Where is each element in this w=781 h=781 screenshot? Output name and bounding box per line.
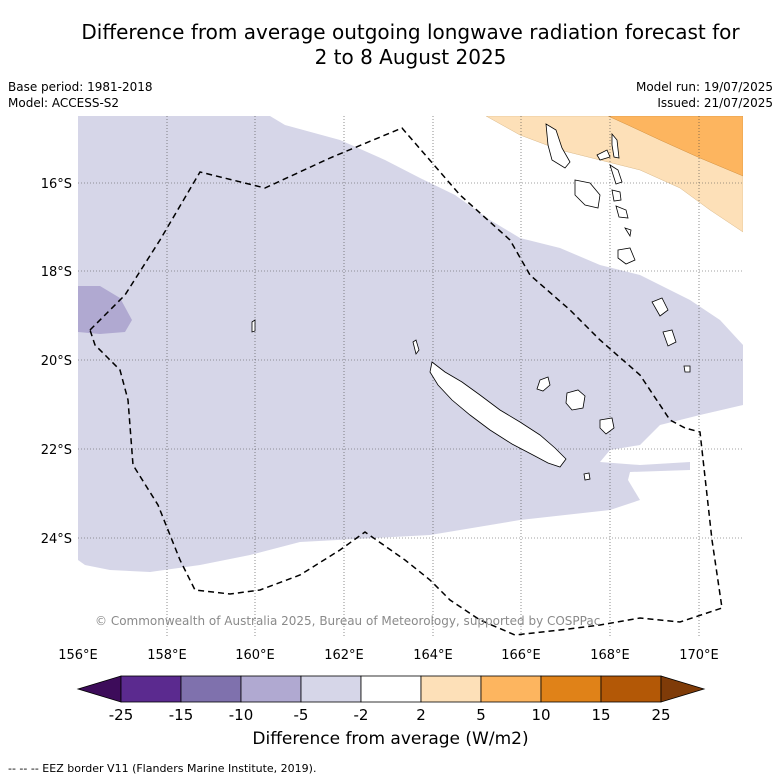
lat-tick-18s: 18°S — [41, 265, 72, 280]
lat-tick-20s: 20°S — [41, 354, 72, 369]
title-line-2: 2 to 8 August 2025 — [314, 45, 507, 69]
loyalty-island-1 — [536, 376, 551, 392]
lon-tick-168e: 168°E — [590, 648, 630, 663]
colorbar-tick: 15 — [591, 706, 610, 724]
belep-island — [412, 339, 420, 355]
lon-tick-158e: 158°E — [147, 648, 187, 663]
lon-tick-162e: 162°E — [324, 648, 364, 663]
colorbar-bin-8 — [540, 675, 602, 703]
eez-footnote: -- -- -- EEZ border V11 (Flanders Marine… — [8, 762, 317, 775]
chart-title: Difference from average outgoing longwav… — [0, 20, 781, 70]
base-period-text: Base period: 1981-2018 — [8, 80, 153, 94]
colorbar-bin-4 — [300, 675, 362, 703]
lat-tick-22s: 22°S — [41, 443, 72, 458]
info-left: Base period: 1981-2018 Model: ACCESS-S2 — [8, 79, 153, 111]
anomaly-region-light-negative — [78, 116, 743, 572]
lon-tick-166e: 166°E — [501, 648, 541, 663]
anomaly-region-positive — [607, 116, 743, 177]
eez-border — [89, 127, 723, 636]
info-right: Model run: 19/07/2025 Issued: 21/07/2025 — [636, 79, 773, 111]
copyright-text: © Commonwealth of Australia 2025, Bureau… — [95, 614, 600, 628]
latitude-ticks: 16°S 18°S 20°S 22°S 24°S — [41, 177, 72, 547]
lon-tick-160e: 160°E — [235, 648, 275, 663]
colorbar-bin-7 — [480, 675, 542, 703]
colorbar-tick: -10 — [229, 706, 254, 724]
colorbar-bin-3 — [240, 675, 302, 703]
lon-tick-170e: 170°E — [679, 648, 719, 663]
colorbar-tick: -15 — [169, 706, 194, 724]
colorbar-tick: 5 — [476, 706, 486, 724]
lat-tick-16s: 16°S — [41, 177, 72, 192]
eastern-islands — [651, 297, 691, 373]
colorbar-tick: 2 — [416, 706, 426, 724]
issued-text: Issued: 21/07/2025 — [657, 96, 773, 110]
colorbar-bin-9 — [600, 675, 662, 703]
colorbar-bin-6 — [420, 675, 482, 703]
loyalty-island-3 — [599, 417, 615, 435]
model-text: Model: ACCESS-S2 — [8, 96, 120, 110]
colorbar-ticks: -25 -15 -10 -5 -2 2 5 10 15 25 — [109, 706, 671, 724]
vanuatu-islands — [545, 123, 636, 265]
colorbar-tick: -2 — [354, 706, 369, 724]
map-plot-area — [78, 116, 743, 636]
isle-of-pines — [583, 472, 591, 481]
colorbar: -25 -15 -10 -5 -2 2 5 10 15 25 — [76, 675, 706, 724]
new-caledonia-island — [429, 361, 567, 468]
colorbar-extend-low — [76, 675, 122, 703]
colorbar-bin-5 — [360, 675, 422, 703]
colorbar-tick: -25 — [109, 706, 134, 724]
colorbar-bin-2 — [180, 675, 242, 703]
colorbar-tick: -5 — [294, 706, 309, 724]
colorbar-label: Difference from average (W/m2) — [252, 729, 529, 749]
colorbar-extend-high — [660, 675, 706, 703]
title-line-1: Difference from average outgoing longwav… — [81, 20, 740, 44]
chesterfield-island — [251, 319, 256, 333]
lon-tick-156e: 156°E — [58, 648, 98, 663]
lon-tick-164e: 164°E — [413, 648, 453, 663]
longitude-ticks: 156°E 158°E 160°E 162°E 164°E 166°E 168°… — [58, 648, 719, 663]
model-run-text: Model run: 19/07/2025 — [635, 80, 773, 94]
colorbar-bin-1 — [120, 675, 182, 703]
colorbar-tick: 25 — [651, 706, 670, 724]
anomaly-region-medium-negative — [78, 286, 132, 334]
loyalty-island-2 — [565, 389, 586, 411]
colorbar-tick: 10 — [531, 706, 550, 724]
lat-tick-24s: 24°S — [41, 532, 72, 547]
